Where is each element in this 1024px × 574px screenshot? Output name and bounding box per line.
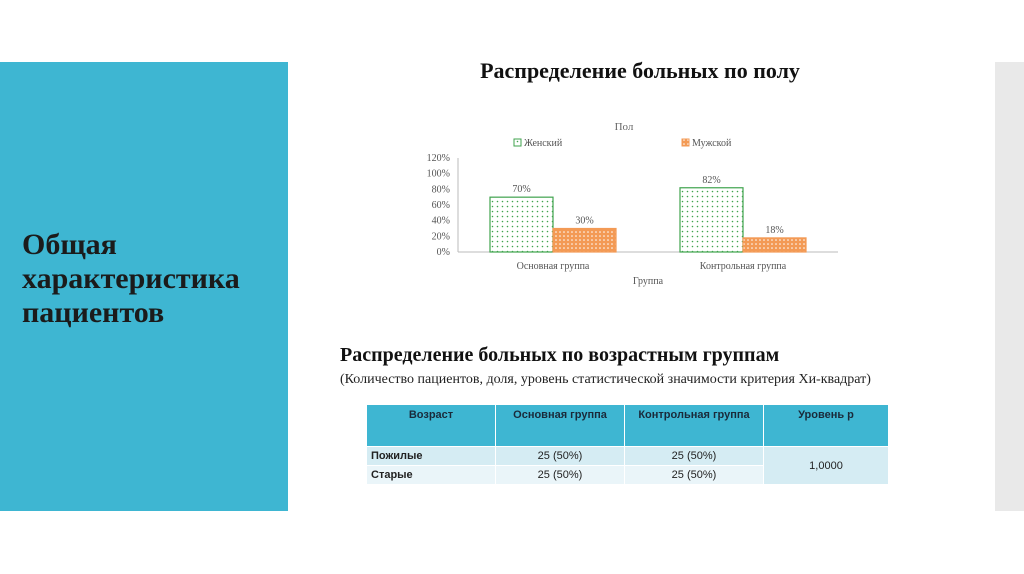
scrollbar-track[interactable] [995, 62, 1024, 511]
header-control-group: Контрольная группа [624, 404, 764, 447]
chart-title: Пол [615, 121, 634, 133]
title-panel [0, 62, 288, 511]
data-label: 30% [575, 216, 593, 227]
gender-chart: Пол Женский Мужской 0% 20% 40% 60% 80% 100% 120% 7… [427, 121, 838, 287]
x-tick-label: Основная группа [517, 261, 590, 272]
header-main-group: Основная группа [495, 404, 625, 447]
cell-control: 25 (50%) [624, 446, 764, 466]
bar-male [742, 237, 807, 253]
y-tick-label: 0% [437, 247, 450, 258]
cell-control: 25 (50%) [624, 465, 764, 485]
y-tick-label: 20% [432, 231, 450, 242]
x-tick-label: Контрольная группа [700, 261, 787, 272]
data-label: 82% [702, 175, 720, 186]
table-row: Старые 25 (50%) 25 (50%) [366, 465, 889, 485]
row-label: Старые [366, 465, 496, 485]
row-label: Пожилые [366, 446, 496, 466]
age-subheading: (Количество пациентов, доля, уровень ста… [340, 372, 871, 387]
legend-label-2: Мужской [692, 138, 732, 149]
y-tick-label: 80% [432, 184, 450, 195]
header-age: Возраст [366, 404, 496, 447]
table-header-row: Возраст Основная группа Контрольная груп… [366, 404, 889, 447]
y-tick-label: 120% [427, 153, 450, 164]
age-table: Возраст Основная группа Контрольная груп… [366, 404, 889, 485]
legend-swatch-2 [681, 138, 690, 147]
header-p-level: Уровень p [763, 404, 889, 447]
legend-swatch-1 [513, 138, 522, 147]
bar-female [679, 187, 744, 253]
cell-main: 25 (50%) [495, 446, 625, 466]
chart-heading: Распределение больных по полу [480, 58, 800, 83]
data-label: 18% [765, 225, 783, 236]
cell-p-value: 1,0000 [763, 446, 889, 485]
data-label: 70% [512, 184, 530, 195]
x-axis-title: Группа [633, 276, 664, 287]
y-tick-label: 100% [427, 169, 450, 180]
table-row: Пожилые 25 (50%) 25 (50%) 1,0000 [366, 446, 889, 485]
bar-female [489, 196, 554, 253]
age-heading: Распределение больных по возрастным груп… [340, 344, 780, 366]
y-tick-label: 60% [432, 200, 450, 211]
bar-male [552, 227, 617, 253]
legend-label-1: Женский [524, 138, 563, 149]
y-tick-label: 40% [432, 216, 450, 227]
cell-main: 25 (50%) [495, 465, 625, 485]
slide-title: Общая характеристика пациентов [22, 228, 240, 329]
